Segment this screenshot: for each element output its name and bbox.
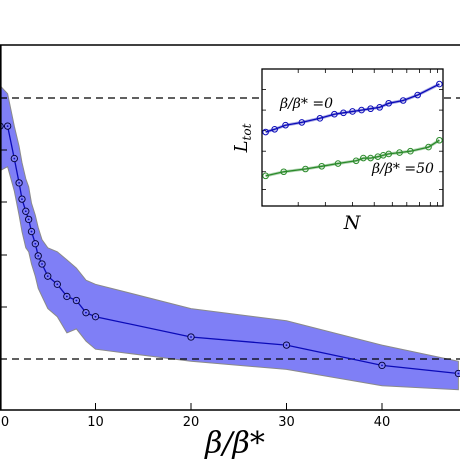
x-tick-label: 40 [374, 415, 391, 430]
inset-point [399, 97, 407, 104]
data-point-center [6, 125, 9, 128]
data-point-center [85, 311, 87, 314]
inset-point [407, 147, 414, 155]
inset-point [280, 168, 288, 176]
inset-point [331, 110, 338, 118]
data-point-center [37, 254, 40, 257]
inset-point [376, 104, 383, 111]
inset-y-axis-title: Ltot [231, 123, 254, 153]
data-point-center [381, 364, 383, 367]
inset-point [360, 154, 367, 162]
data-point-center [94, 315, 97, 318]
inset-point [385, 150, 393, 158]
x-tick-label: 0 [1, 415, 9, 430]
data-point-center [75, 299, 78, 302]
inset-point [271, 125, 278, 133]
inset-point [367, 105, 374, 113]
data-point-center [34, 242, 37, 245]
x-tick-label: 30 [278, 415, 295, 430]
data-point-center [41, 263, 43, 265]
inset-label-series-1: β/β* =50 [371, 161, 434, 177]
data-point-center [21, 198, 23, 201]
data-point-center [56, 283, 59, 286]
inset-point [436, 80, 443, 88]
inset-point [349, 108, 356, 115]
inset-point [425, 143, 432, 151]
inset-point [358, 106, 365, 114]
data-point-center [24, 210, 27, 213]
inset-line-0 [265, 83, 440, 133]
inset-point [396, 149, 403, 156]
inset-line-1 [265, 139, 440, 177]
x-tick-label: 10 [87, 415, 104, 430]
main-plot: 0 10 20 30 40 β/β* [0, 44, 460, 460]
inset-point [316, 115, 324, 122]
inset-point [414, 91, 421, 99]
data-point-center [285, 344, 288, 347]
confidence-band [0, 84, 459, 391]
data-point-center [18, 181, 20, 184]
x-axis-title: β/β* [204, 426, 265, 460]
inset-x-axis-title: N [343, 212, 362, 234]
inset-point [282, 121, 289, 129]
inset-point [298, 119, 306, 126]
inset-point [436, 136, 443, 144]
inset-frame [261, 68, 444, 207]
x-tick-label: 20 [183, 415, 200, 430]
inset-point [367, 154, 374, 162]
inset-plot: β/β* =0 β/β* =50 N Ltot [231, 68, 444, 234]
data-point-center [46, 275, 49, 278]
inset-point [385, 99, 393, 107]
inset-point [318, 162, 326, 170]
data-point-center [27, 218, 30, 221]
inset-point [352, 157, 360, 165]
data-point-center [13, 157, 16, 160]
inset-point [340, 109, 347, 117]
inset-point [302, 165, 309, 173]
inset-label-series-0: β/β* =0 [279, 96, 333, 112]
inset-point [334, 160, 342, 167]
inset-point [262, 128, 269, 136]
data-point-center [65, 295, 68, 298]
data-point-center [30, 230, 33, 233]
data-point-center [457, 372, 460, 375]
data-point-center [190, 336, 192, 338]
inset-point [262, 172, 269, 180]
